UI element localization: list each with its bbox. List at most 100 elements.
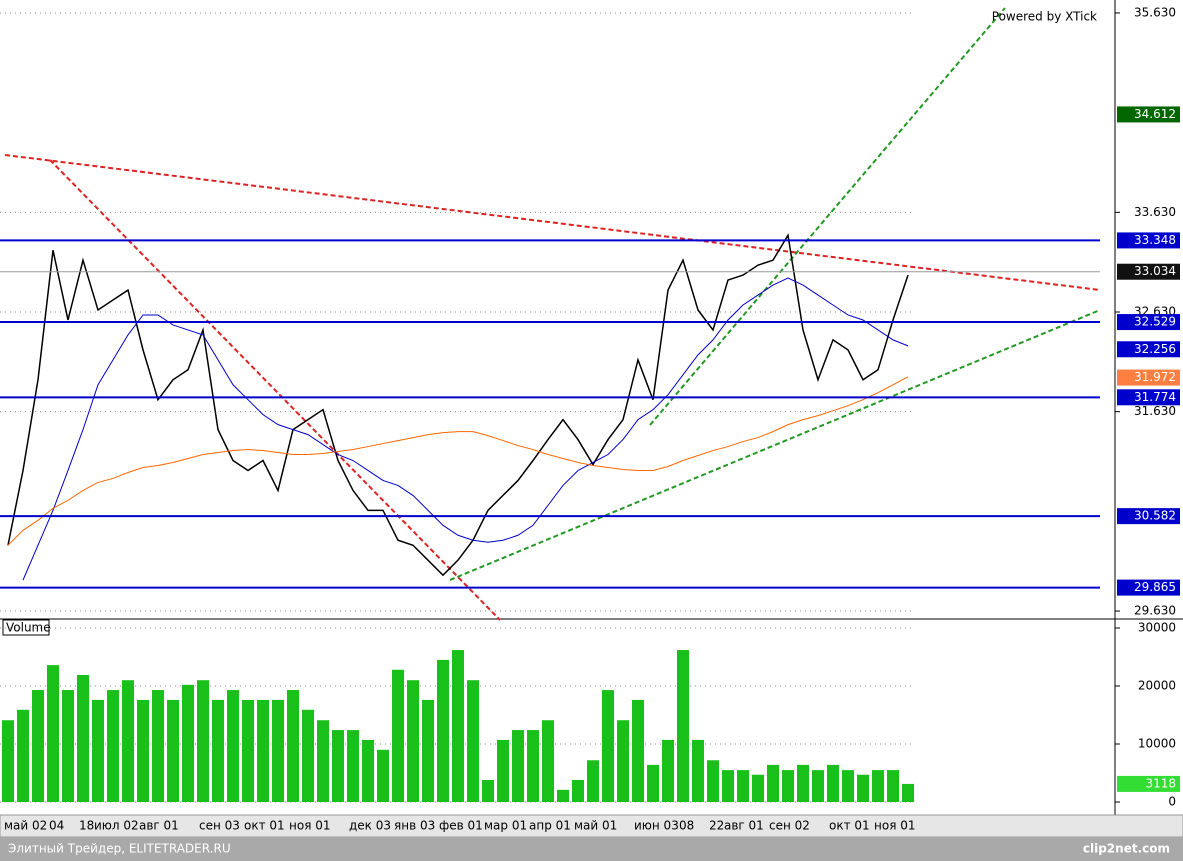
volume-bar [572, 779, 584, 802]
volume-bar [482, 779, 494, 802]
volume-bar [362, 739, 374, 802]
volume-bar [467, 680, 479, 802]
volume-bar [842, 770, 854, 802]
x-tick-label: 04 [49, 819, 64, 833]
volume-bar [377, 749, 389, 802]
volume-bar [212, 699, 224, 802]
volume-bar [227, 690, 239, 802]
volume-bar [692, 739, 704, 802]
volume-bar [887, 770, 899, 802]
volume-bar [752, 774, 764, 802]
volume-bar [857, 774, 869, 802]
price-label: 33.348 [1134, 233, 1176, 247]
volume-bar [722, 770, 734, 802]
x-tick-label: авг 01 [724, 819, 764, 833]
volume-bar [497, 739, 509, 802]
volume-bar [512, 730, 524, 802]
volume-bar [302, 709, 314, 802]
x-tick-label: сен 03 [199, 819, 240, 833]
trend-lines [4, 7, 1101, 621]
volume-bar [902, 783, 914, 802]
x-tick-label: мар 01 [484, 819, 527, 833]
footer-left: Элитный Трейдер, ELITETRADER.RU [8, 842, 231, 856]
price-label: 32.256 [1134, 342, 1176, 356]
volume-bar [557, 789, 569, 802]
x-tick-label: окт 01 [829, 819, 870, 833]
volume-bar [812, 770, 824, 802]
trend-line [449, 309, 1101, 581]
x-tick-label: май 02 [4, 819, 47, 833]
volume-bar [317, 720, 329, 802]
volume-bar [437, 659, 449, 802]
volume-bar [587, 760, 599, 802]
y-tick-label: 31.630 [1134, 404, 1176, 418]
footer-bar [0, 837, 1183, 861]
volume-title: Volume [6, 621, 51, 635]
volume-bar [767, 764, 779, 802]
credit: Powered by XTick [992, 10, 1097, 24]
volume-bar [647, 764, 659, 802]
x-tick-label: апр 01 [529, 819, 571, 833]
volume-bar [182, 684, 194, 802]
price-label-box [1117, 341, 1180, 358]
price-line [22, 277, 909, 581]
price-label: 31.774 [1134, 390, 1176, 404]
price-label: 31.972 [1134, 370, 1176, 384]
x-tick-label: май 01 [574, 819, 617, 833]
volume-bar [32, 690, 44, 802]
volume-bar [707, 760, 719, 802]
volume-bar [527, 730, 539, 802]
x-tick-label: июн 03 [634, 819, 679, 833]
volume-bar [47, 665, 59, 802]
y-tick-label: 20000 [1138, 679, 1176, 693]
price-label-box [1117, 579, 1180, 596]
volume-bar [782, 770, 794, 802]
price-label: 30.582 [1134, 509, 1176, 523]
volume-bar [287, 690, 299, 802]
volume-bar [2, 720, 14, 802]
price-label: 33.034 [1134, 264, 1176, 278]
volume-bar [347, 730, 359, 802]
x-tick-label: ноя 01 [874, 819, 916, 833]
x-tick-label: дек 03 [349, 819, 391, 833]
volume-bar [632, 699, 644, 802]
volume-bar [797, 764, 809, 802]
x-tick-label: сен 02 [769, 819, 810, 833]
y-tick-label: 29.630 [1134, 604, 1176, 618]
price-line [7, 233, 909, 577]
volume-bar [107, 690, 119, 802]
price-label: 29.865 [1134, 580, 1176, 594]
volume-bar [827, 764, 839, 802]
y-tick-label: 30000 [1138, 621, 1176, 635]
price-label-box [1117, 263, 1180, 280]
y-tick-label: 35.630 [1134, 5, 1176, 19]
volume-bar [167, 699, 179, 802]
x-tick-label: фев 01 [439, 819, 483, 833]
volume-bar [257, 699, 269, 802]
x-tick-label: 22 [709, 819, 724, 833]
trend-line [49, 159, 501, 621]
x-tick-label: окт 01 [244, 819, 285, 833]
x-tick-label: 08 [679, 819, 694, 833]
price-line [7, 376, 909, 546]
x-tick-label: авг 01 [139, 819, 179, 833]
price-label-box [1117, 232, 1180, 249]
trend-line [649, 7, 1006, 426]
volume-bar [242, 699, 254, 802]
volume-bar [662, 739, 674, 802]
y-tick-label: 0 [1168, 795, 1176, 809]
footer-right: clip2net.com [1083, 842, 1170, 856]
y-tick-label: 33.630 [1134, 205, 1176, 219]
volume-bar [152, 690, 164, 802]
volume-bar [422, 699, 434, 802]
volume-label: 3118 [1145, 776, 1176, 790]
volume-bar [62, 690, 74, 802]
y-tick-label: 10000 [1138, 737, 1176, 751]
price-label-box [1117, 369, 1180, 386]
volume-bar [407, 680, 419, 802]
volume-bar [617, 720, 629, 802]
volume-bar [137, 699, 149, 802]
volume-bar [602, 690, 614, 802]
price-label: 32.529 [1134, 315, 1176, 329]
